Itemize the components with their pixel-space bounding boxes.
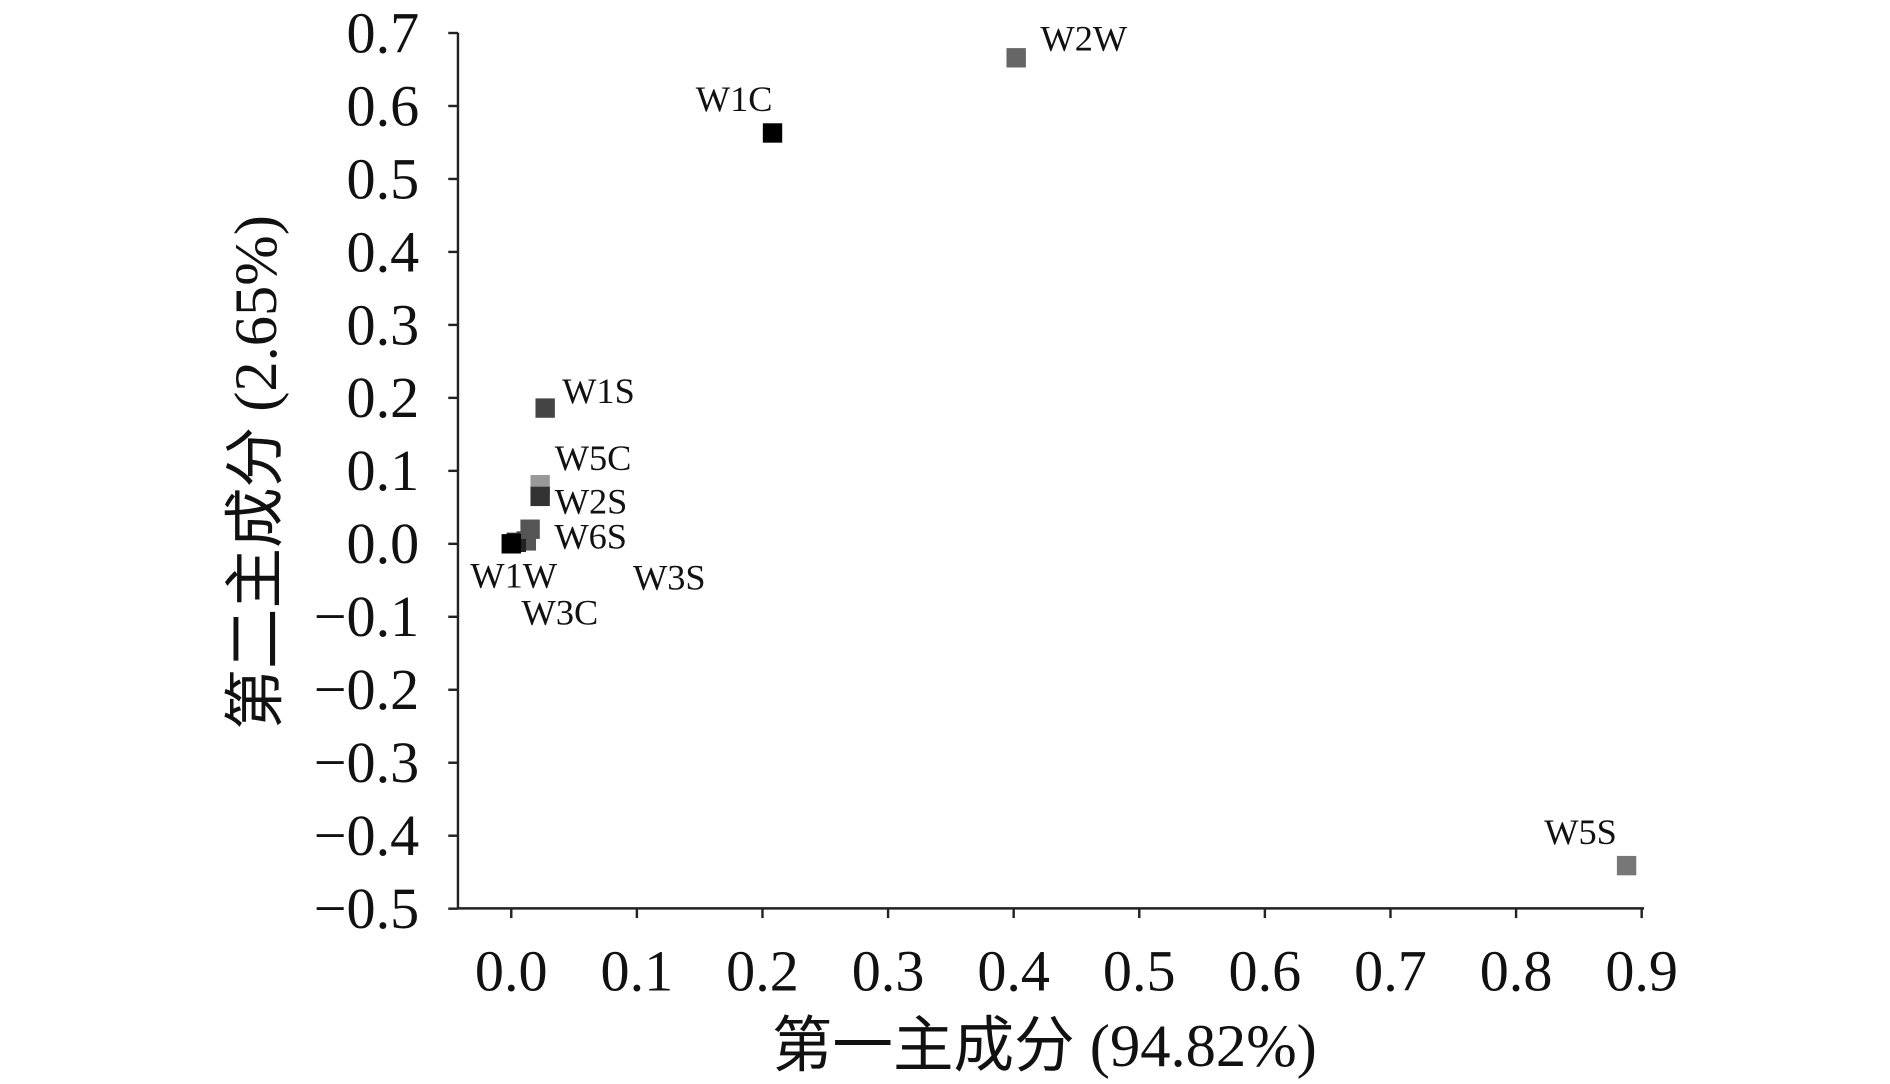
y-tick-label: 0.2 — [347, 365, 420, 430]
point-label: W1C — [696, 79, 773, 119]
y-tick-label: −0.4 — [314, 803, 419, 868]
x-tick-label: 0.0 — [475, 939, 548, 1004]
y-tick-label: 0.1 — [347, 438, 420, 503]
x-tick-label: 0.8 — [1480, 939, 1553, 1004]
y-tick-label: 0.0 — [347, 511, 420, 576]
x-tick-label: 0.2 — [726, 939, 799, 1004]
point-label: W5C — [555, 438, 632, 478]
axes — [456, 32, 1645, 910]
y-tick-label: −0.5 — [314, 876, 419, 941]
ticks: 0.0 0.1 0.2 0.3 0.4 0.5 0.6 0.7 0.8 0.9 0.7 0.6 0.5 0… — [314, 0, 1678, 1003]
x-tick-label: 0.7 — [1354, 939, 1427, 1004]
y-axis-label: 第二主成分 (2.65%) — [223, 215, 290, 730]
point-w2w — [1006, 48, 1026, 68]
point-w6s — [520, 519, 540, 539]
point-w1c — [762, 123, 783, 143]
x-axis-label: 第一主成分 (94.82%) — [772, 1013, 1317, 1080]
point-w5s — [1616, 855, 1637, 876]
y-tick-label: 0.7 — [347, 0, 420, 65]
point-w2s — [530, 486, 550, 507]
point-w1w — [501, 534, 521, 554]
x-tick-label: 0.3 — [852, 939, 925, 1004]
point-label: W3S — [633, 557, 706, 597]
y-tick-label: −0.2 — [314, 657, 419, 722]
x-tick-label: 0.5 — [1103, 939, 1176, 1004]
x-tick-label: 0.9 — [1605, 939, 1678, 1004]
point-label: W6S — [554, 517, 627, 557]
y-tick-label: 0.4 — [347, 219, 420, 284]
point-label: W2S — [555, 481, 628, 521]
point-label: W5S — [1544, 812, 1617, 852]
x-tick-label: 0.1 — [601, 939, 674, 1004]
y-tick-label: −0.1 — [314, 584, 419, 649]
x-tick-label: 0.6 — [1229, 939, 1302, 1004]
y-tick-label: 0.3 — [347, 292, 420, 357]
point-label: W3C — [522, 593, 599, 633]
x-tick-label: 0.4 — [977, 939, 1050, 1004]
y-tick-label: 0.5 — [347, 146, 420, 211]
point-label: W2W — [1040, 19, 1127, 59]
point-label: W1W — [470, 555, 557, 595]
y-tick-label: 0.6 — [347, 73, 420, 138]
point-label: W1S — [562, 371, 635, 411]
y-tick-label: −0.3 — [314, 730, 419, 795]
point-w1s — [535, 398, 555, 418]
